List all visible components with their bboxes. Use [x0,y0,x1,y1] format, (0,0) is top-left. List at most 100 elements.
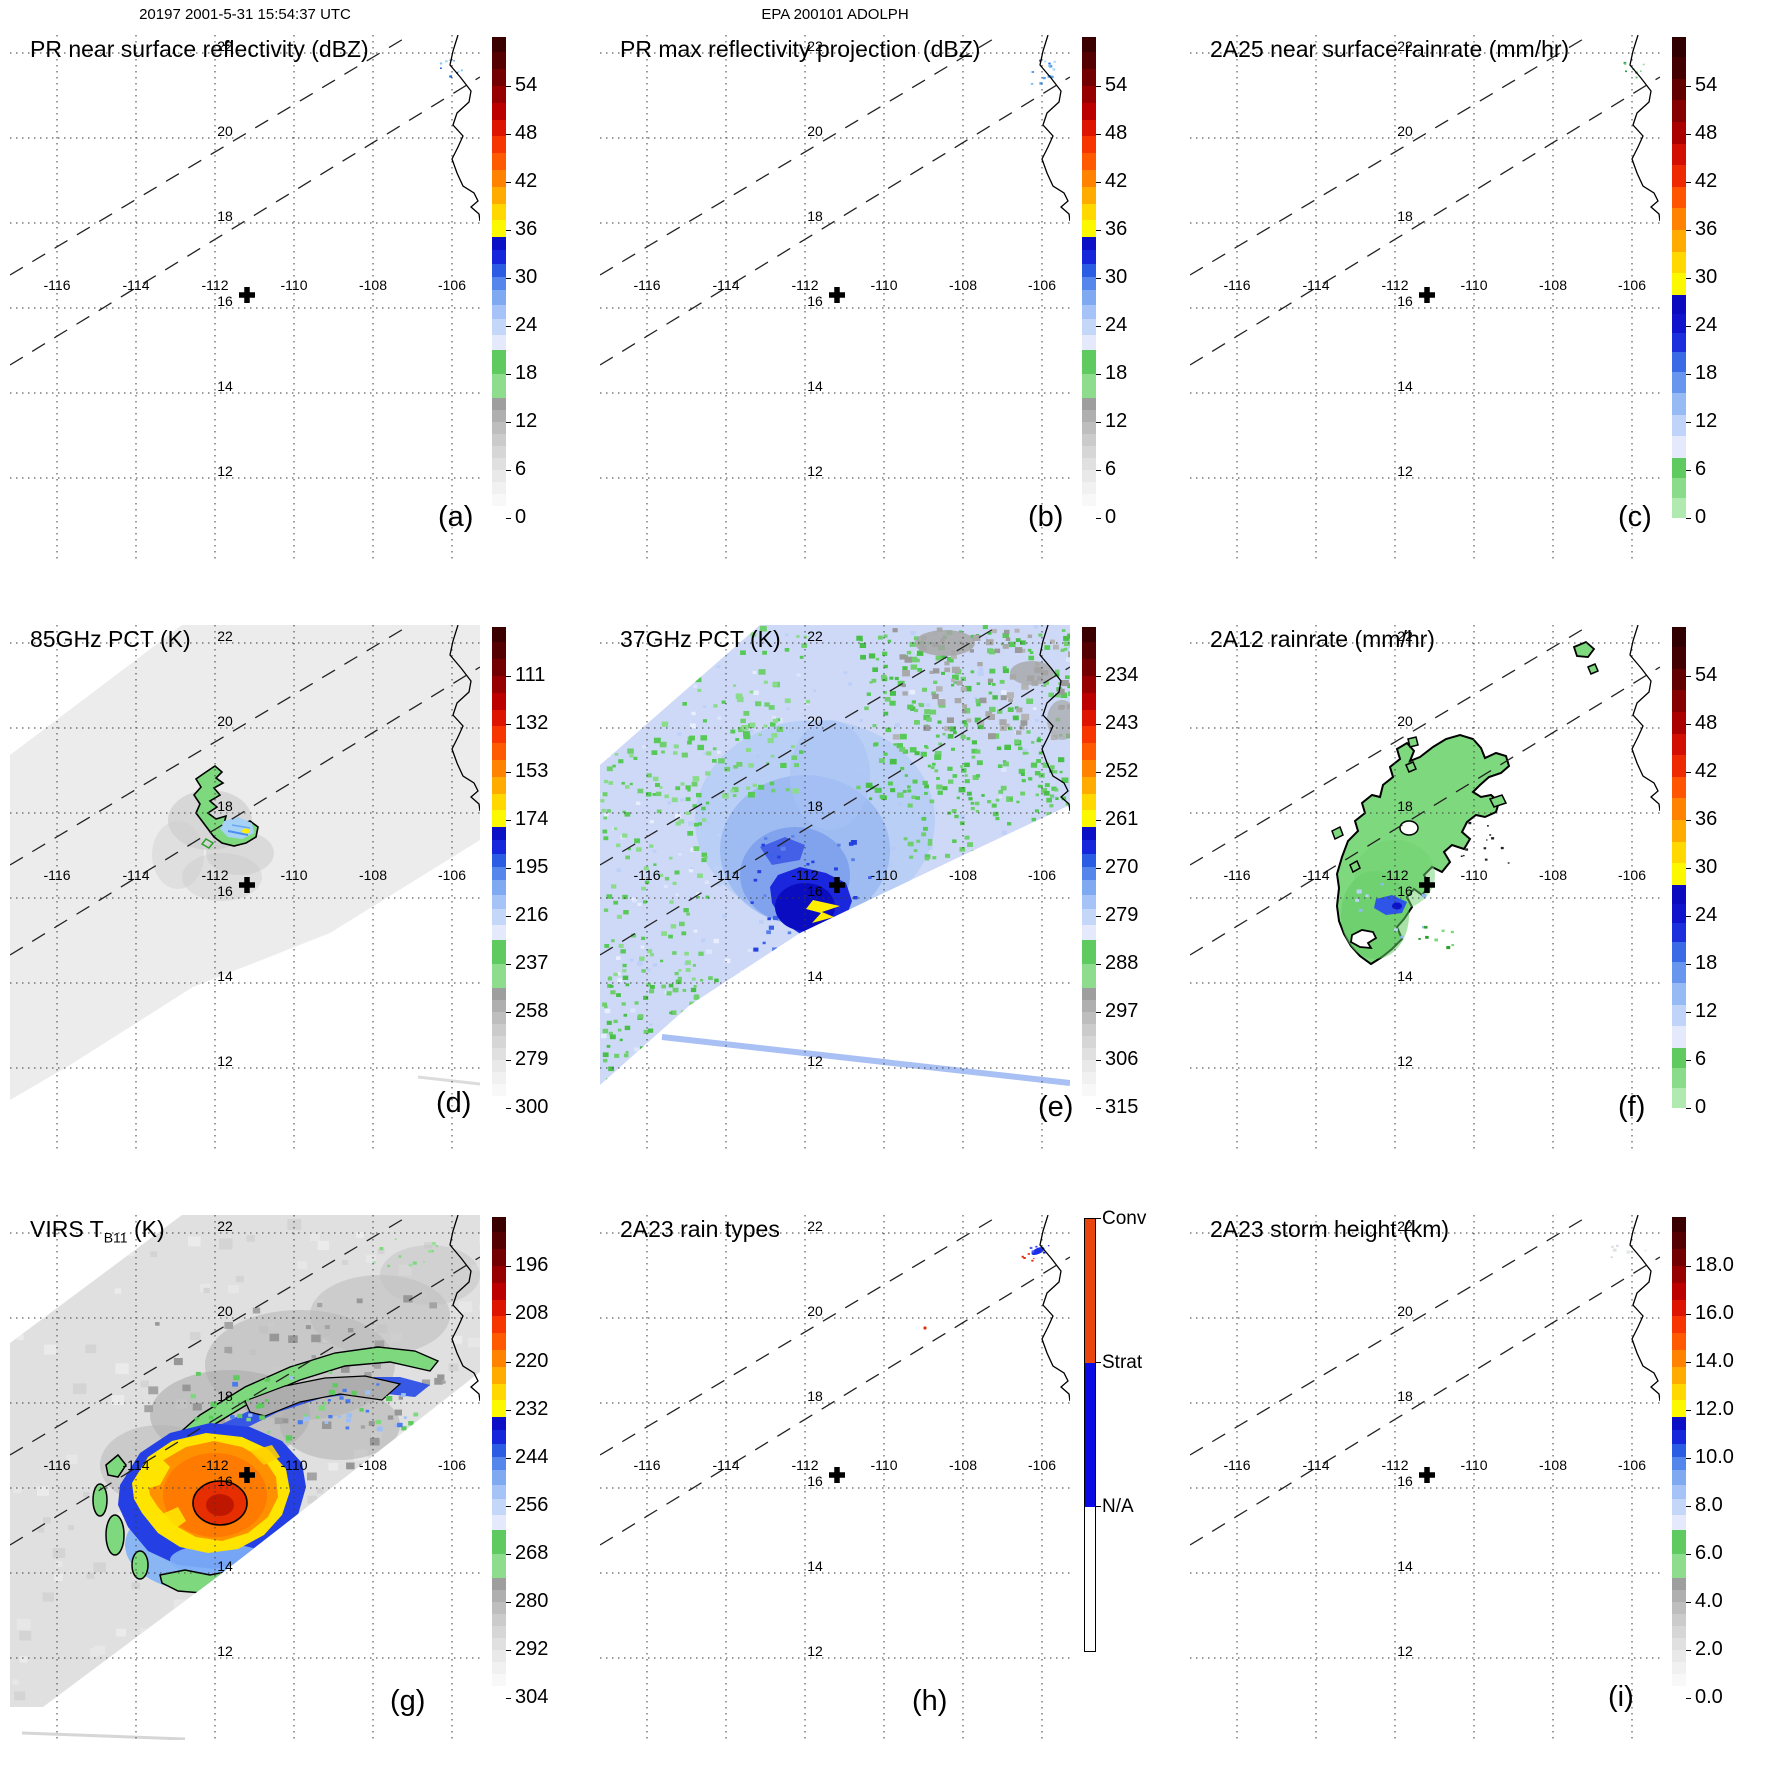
colorbar-segment [1672,1025,1686,1048]
colorbar-segment [1082,409,1096,422]
speck [1418,938,1421,940]
speck [959,814,966,820]
coastline [1039,625,1070,812]
colorbar-label: 6 [515,458,527,480]
speck [699,1061,705,1066]
colorbar-label: 237 [515,952,549,974]
speck [999,848,1004,852]
speck [752,671,757,674]
speck [970,801,975,805]
colorbar-segment [492,908,506,925]
speck [861,944,868,949]
lon-tick-label: -110 [280,277,308,293]
colorbar-label: 24 [1695,904,1718,926]
speck [883,664,888,669]
speck [605,752,611,758]
speck [808,716,815,722]
lon-tick-label: -114 [712,1457,740,1473]
speck [155,1322,160,1326]
colorbar-segment [1082,839,1096,854]
speck [307,1472,317,1481]
speck [600,1033,607,1039]
colorbar-segment [492,675,506,693]
speck [656,809,662,814]
speck [1031,71,1035,73]
speck [794,763,799,768]
speck [670,924,677,929]
speck [72,1383,87,1395]
colorbar-segment [1672,922,1686,943]
rain-type-label: Strat [1102,1352,1143,1373]
speck [622,969,627,973]
colorbar-tick [1686,675,1691,677]
speck [834,1074,839,1078]
speck [959,847,966,852]
speck [966,791,972,796]
speck [674,870,680,875]
speck [987,714,995,720]
colorbar-segment [492,809,506,828]
rain-type-segment [1085,1363,1095,1507]
colorbar-label: 30 [515,266,538,288]
speck [365,1409,370,1413]
speck [1043,684,1047,687]
colorbar-segment [1672,1265,1686,1283]
speck [322,1421,332,1429]
colorbar-segment [492,879,506,895]
speck [816,1069,823,1075]
colorbar-tick [506,1265,511,1267]
lat-tick-label: 14 [807,968,823,984]
scattered-echoes [1030,59,1056,85]
colorbar-label: 244 [515,1446,549,1468]
speck [1032,954,1037,958]
speck [901,683,906,688]
colorbar-label: 30 [1105,266,1128,288]
speck [932,762,936,766]
speck [999,679,1005,684]
speck [687,789,691,792]
speck [1055,693,1060,698]
speck [640,945,645,949]
speck [982,625,988,630]
speck [617,978,623,982]
colorbar-segment [1082,349,1096,374]
colorbar-label: 42 [1695,170,1718,192]
panel-e: 37GHz PCT (K) -116 -114 -112 -110 -108 -106 22 2… [600,625,1190,1215]
speck [228,1284,239,1294]
speck [606,1078,610,1081]
speck [614,718,619,722]
hole [1399,820,1419,836]
speck [1068,651,1070,658]
panel-title-text: (K) [127,1216,165,1242]
cell [1407,736,1419,748]
speck [705,665,709,669]
speck [387,1415,394,1420]
speck [1027,1010,1032,1014]
speck [923,1013,930,1018]
contour-bits [1460,821,1510,864]
colorbar-segment [1082,334,1096,350]
speck [1031,817,1036,822]
lon-tick-label: -110 [1460,867,1488,883]
speck [1041,788,1048,793]
colorbar-segment [492,1011,506,1024]
speck [613,827,618,831]
colorbar-tick [1096,771,1101,773]
speck [868,913,874,918]
speck [162,1643,172,1651]
speck [655,1082,661,1085]
speck [645,792,652,797]
speck [921,816,927,821]
colorbar-label: 6.0 [1695,1542,1723,1564]
colorbar-label: 306 [1105,1048,1139,1070]
speck [771,788,776,793]
speck [790,955,795,960]
speck [907,803,913,808]
colorbar-tick [506,1361,511,1363]
speck [1066,657,1070,662]
se-specks [1418,925,1455,950]
panel-letter: (b) [1028,501,1064,533]
speck [602,792,608,797]
speck [733,1026,740,1032]
storm-center-cross [239,1467,255,1483]
